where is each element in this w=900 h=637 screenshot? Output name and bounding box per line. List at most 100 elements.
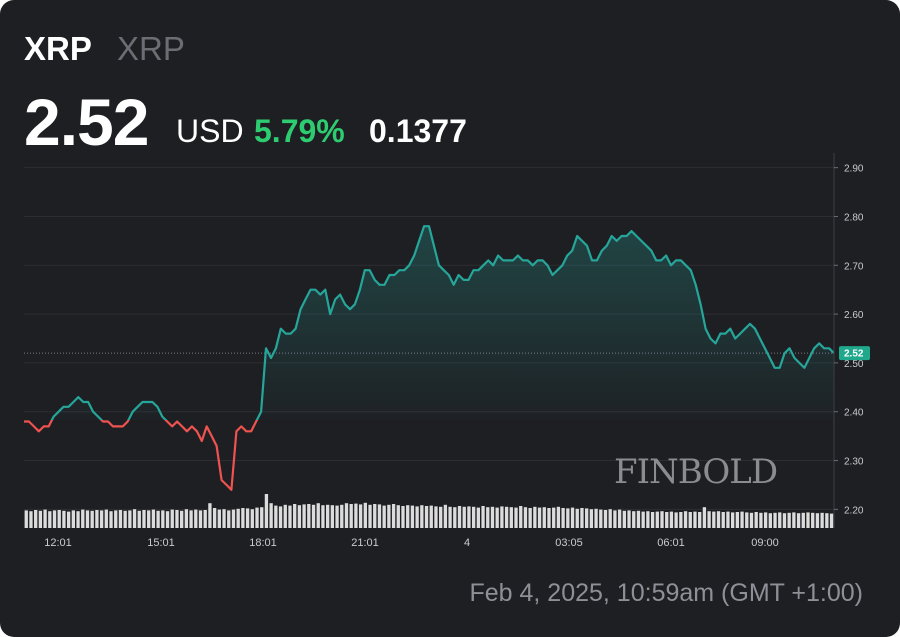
timestamp: Feb 4, 2025, 10:59am (GMT +1:00) xyxy=(469,579,863,607)
volume-bar xyxy=(792,512,796,528)
volume-bar xyxy=(481,506,485,528)
volume-bar xyxy=(288,505,292,528)
volume-bar xyxy=(815,513,820,528)
y-tick-label: 2.30 xyxy=(844,457,864,468)
volume-bar xyxy=(669,511,674,528)
volume-bar xyxy=(646,511,650,528)
volume-bar xyxy=(731,512,735,528)
volume-bar xyxy=(401,506,405,528)
volume-bar xyxy=(763,512,768,528)
x-tick-label: 15:01 xyxy=(147,537,175,549)
volume-bar xyxy=(151,509,156,528)
asset-symbol: XRP xyxy=(24,30,92,67)
volume-bar xyxy=(203,510,207,528)
volume-bar xyxy=(740,511,744,528)
volume-bar xyxy=(434,506,438,528)
volume-bar xyxy=(679,512,683,528)
volume-bar xyxy=(250,509,254,528)
volume-bar xyxy=(486,507,490,528)
volume-bar xyxy=(627,510,631,528)
volume-bar xyxy=(170,509,174,528)
y-axis-ticks: 2.20 2.30 2.40 2.50 2.60 2.70 2.80 2.90 xyxy=(834,164,864,516)
volume-bar xyxy=(603,510,608,528)
volume-bar xyxy=(156,510,160,528)
volume-bar xyxy=(57,510,61,528)
asset-name: XRP xyxy=(117,30,185,67)
volume-bar xyxy=(212,508,217,528)
volume-bar xyxy=(707,511,711,528)
volume-bar xyxy=(335,505,339,528)
volume-bar xyxy=(132,509,137,528)
volume-bar xyxy=(632,511,636,528)
volume-bar xyxy=(396,505,400,528)
x-tick-label: 09:00 xyxy=(751,537,779,549)
volume-bars xyxy=(24,494,834,528)
volume-bar xyxy=(354,503,358,528)
price-line-up xyxy=(50,225,835,420)
volume-bar xyxy=(415,506,419,528)
volume-bar xyxy=(118,510,123,528)
volume-bar xyxy=(429,505,433,528)
volume-bar xyxy=(613,510,617,528)
change-value: 0.1377 xyxy=(369,113,467,149)
volume-bar xyxy=(439,506,443,528)
volume-bar xyxy=(307,504,311,528)
volume-bar xyxy=(349,504,353,528)
volume-bar xyxy=(231,509,236,528)
volume-bar xyxy=(62,510,66,528)
volume-bar xyxy=(721,512,725,528)
volume-bar xyxy=(71,510,75,528)
volume-bar xyxy=(683,511,688,528)
y-tick-label: 2.70 xyxy=(844,261,864,272)
volume-bar xyxy=(189,510,193,528)
volume-bar xyxy=(514,507,518,528)
volume-bar xyxy=(745,512,749,528)
volume-bar xyxy=(227,510,231,528)
volume-bar xyxy=(641,511,645,528)
y-tick-label: 2.20 xyxy=(844,505,864,516)
finbold-watermark: FINBOLD xyxy=(614,452,778,492)
volume-bar xyxy=(702,507,707,528)
volume-bar xyxy=(716,511,721,528)
price-currency: USD xyxy=(176,113,244,149)
volume-bar xyxy=(424,506,429,528)
volume-bar xyxy=(509,507,513,528)
x-tick-label: 06:01 xyxy=(657,537,685,549)
volume-bar xyxy=(217,509,221,528)
volume-bar xyxy=(801,512,805,528)
volume-bar xyxy=(665,512,669,528)
volume-bar xyxy=(330,505,335,528)
volume-bar xyxy=(617,509,622,528)
volume-bar xyxy=(245,508,250,528)
volume-bar xyxy=(453,507,457,528)
volume-bar xyxy=(490,506,495,528)
volume-bar xyxy=(471,506,476,528)
volume-bar xyxy=(255,507,259,528)
x-tick-label: 21:01 xyxy=(351,537,379,549)
volume-bar xyxy=(99,510,104,528)
volume-bar xyxy=(726,511,730,528)
volume-bar xyxy=(575,508,579,528)
volume-bar xyxy=(123,510,127,528)
volume-bar xyxy=(537,507,542,528)
volume-bar xyxy=(773,512,777,528)
volume-bar xyxy=(29,511,33,528)
volume-bar xyxy=(448,506,452,528)
volume-bar xyxy=(622,510,626,528)
volume-bar xyxy=(274,505,278,528)
volume-bar xyxy=(391,504,396,528)
volume-bar xyxy=(457,506,462,528)
volume-bar xyxy=(589,509,594,528)
volume-bar xyxy=(283,504,287,528)
volume-bar xyxy=(377,504,382,528)
volume-bar xyxy=(462,506,466,528)
volume-bar xyxy=(194,509,198,528)
volume-bar xyxy=(236,508,240,528)
volume-bar xyxy=(222,509,226,528)
y-tick-label: 2.40 xyxy=(844,408,864,419)
volume-bar xyxy=(368,504,372,528)
change-percent: 5.79% xyxy=(254,113,345,149)
volume-bar xyxy=(528,508,532,528)
